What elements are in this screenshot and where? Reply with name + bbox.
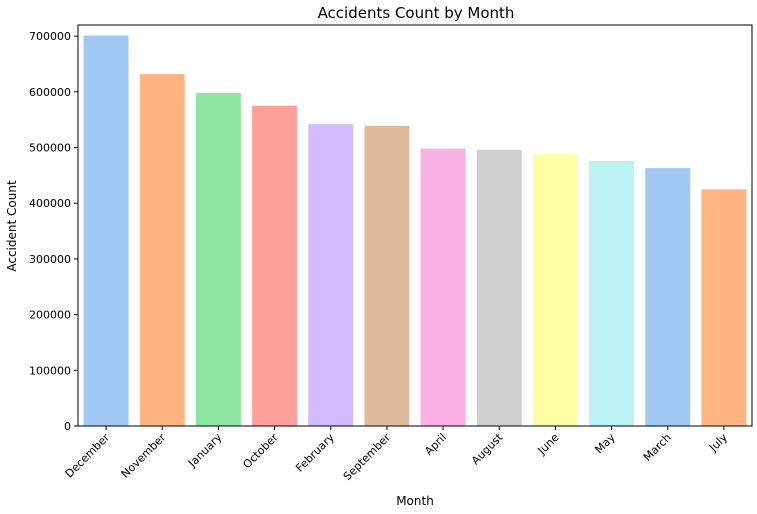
bar-october [252, 105, 298, 426]
x-tick-label: August [469, 430, 506, 467]
bar-july [701, 189, 747, 426]
bar-february [308, 124, 354, 426]
bar-january [195, 92, 241, 427]
bar-april [420, 148, 466, 426]
plot-frame [77, 24, 753, 427]
bar-august [476, 149, 522, 426]
x-tick-label: May [592, 431, 618, 457]
x-tick-label: September [341, 431, 394, 484]
y-tick-label: 500000 [29, 142, 71, 155]
x-tick-label: June [535, 431, 562, 458]
x-axis: December November January October February Se… [63, 426, 730, 484]
x-tick-label: October [240, 431, 281, 472]
bar-december [83, 35, 129, 427]
x-tick-label: April [422, 431, 449, 458]
bars [83, 35, 747, 427]
y-tick-label: 400000 [29, 197, 71, 210]
y-tick-label: 300000 [29, 253, 71, 266]
bar-june [532, 154, 578, 426]
y-tick-label: 100000 [29, 364, 71, 377]
y-tick-label: 600000 [29, 86, 71, 99]
y-tick-label: 200000 [29, 309, 71, 322]
bar-may [589, 160, 635, 426]
x-tick-label: March [641, 431, 674, 464]
x-tick-label: February [293, 431, 337, 475]
bar-september [364, 125, 410, 426]
x-tick-label: January [185, 431, 225, 471]
x-tick-label: December [63, 431, 113, 481]
bar-march [645, 168, 691, 427]
x-tick-label: November [119, 431, 169, 481]
y-tick-label: 0 [64, 420, 71, 433]
x-tick-label: July [706, 431, 730, 455]
chart-title: Accidents Count by Month [318, 4, 515, 22]
bar-november [139, 74, 185, 426]
x-axis-label: Month [396, 494, 434, 508]
y-axis-label: Accident Count [5, 180, 19, 272]
y-axis: 0 100000 200000 300000 400000 500000 600000 700… [29, 30, 78, 433]
y-tick-label: 700000 [29, 30, 71, 43]
